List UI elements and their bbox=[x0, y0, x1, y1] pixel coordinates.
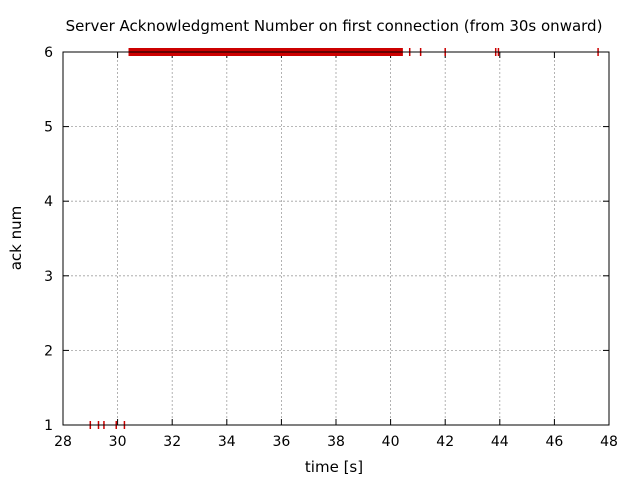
x-tick-label: 34 bbox=[218, 434, 236, 450]
y-tick-label: 1 bbox=[44, 418, 53, 434]
x-tick-label: 30 bbox=[109, 434, 127, 450]
x-tick-label: 44 bbox=[491, 434, 509, 450]
x-tick-label: 28 bbox=[54, 434, 72, 450]
x-tick-label: 36 bbox=[272, 434, 290, 450]
x-axis-ticks: 28 30 32 34 36 38 40 42 44 46 48 bbox=[54, 52, 618, 450]
y-tick-label: 4 bbox=[44, 194, 53, 210]
x-tick-label: 46 bbox=[545, 434, 563, 450]
x-tick-label: 32 bbox=[163, 434, 181, 450]
data-marks bbox=[89, 48, 599, 429]
y-tick-label: 2 bbox=[44, 343, 53, 359]
x-tick-label: 48 bbox=[600, 434, 618, 450]
plot-frame bbox=[62, 51, 610, 426]
chart-title: Server Acknowledgment Number on first co… bbox=[66, 17, 603, 35]
x-tick-label: 42 bbox=[436, 434, 454, 450]
y-axis-ticks: 1 2 3 4 5 6 bbox=[44, 45, 609, 434]
grid-lines bbox=[63, 52, 609, 425]
y-tick-label: 3 bbox=[44, 269, 53, 285]
y-tick-label: 6 bbox=[44, 45, 53, 61]
x-axis-label: time [s] bbox=[305, 458, 363, 476]
x-tick-label: 38 bbox=[327, 434, 345, 450]
y-tick-label: 5 bbox=[44, 120, 53, 136]
y-axis-label: ack num bbox=[7, 206, 25, 271]
x-tick-label: 40 bbox=[382, 434, 400, 450]
